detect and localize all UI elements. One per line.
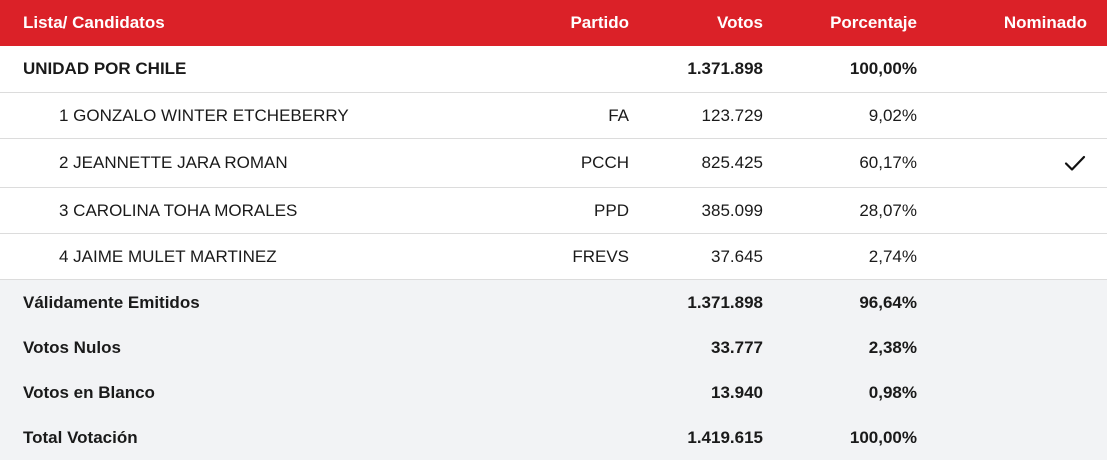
summary-row-blanco: Votos en Blanco 13.940 0,98% — [0, 370, 1107, 415]
list-group-row: UNIDAD POR CHILE 1.371.898 100,00% — [0, 46, 1107, 93]
candidate-percent: 28,07% — [859, 200, 917, 220]
summary-percent: 96,64% — [859, 292, 917, 312]
candidate-row: 1 GONZALO WINTER ETCHEBERRY FA 123.729 9… — [0, 93, 1107, 139]
candidate-row: 3 CAROLINA TOHA MORALES PPD 385.099 28,0… — [0, 188, 1107, 234]
summary-label: Votos Nulos — [23, 337, 121, 357]
summary-percent: 2,38% — [868, 337, 917, 357]
summary-votes: 13.940 — [711, 382, 763, 402]
candidate-votes: 825.425 — [701, 153, 763, 172]
candidate-party: FREVS — [572, 246, 629, 266]
candidate-party: FA — [608, 105, 629, 125]
summary-label: Válidamente Emitidos — [23, 292, 200, 312]
header-votos: Votos — [717, 13, 763, 32]
candidate-party: PPD — [594, 200, 629, 220]
candidate-row: 2 JEANNETTE JARA ROMAN PCCH 825.425 60,1… — [0, 139, 1107, 188]
list-name: UNIDAD POR CHILE — [23, 59, 187, 78]
candidate-party: PCCH — [580, 153, 629, 172]
candidate-name: 2 JEANNETTE JARA ROMAN — [59, 153, 288, 172]
header-lista-candidatos: Lista/ Candidatos — [23, 13, 165, 32]
candidate-percent: 2,74% — [868, 246, 917, 266]
list-percent: 100,00% — [849, 59, 917, 78]
summary-votes: 1.371.898 — [687, 292, 763, 312]
summary-row-validos: Válidamente Emitidos 1.371.898 96,64% — [0, 280, 1107, 325]
candidate-percent: 9,02% — [868, 105, 917, 125]
table-header: Lista/ Candidatos Partido Votos Porcenta… — [0, 0, 1107, 46]
candidate-row: 4 JAIME MULET MARTINEZ FREVS 37.645 2,74… — [0, 234, 1107, 280]
list-votes: 1.371.898 — [687, 59, 763, 78]
summary-votes: 1.419.615 — [687, 427, 763, 447]
candidate-votes: 123.729 — [701, 105, 763, 125]
checkmark-icon — [1063, 139, 1087, 187]
summary-section: Válidamente Emitidos 1.371.898 96,64% Vo… — [0, 280, 1107, 460]
header-porcentaje: Porcentaje — [830, 13, 917, 32]
summary-percent: 100,00% — [849, 427, 917, 447]
header-nominado: Nominado — [1003, 13, 1087, 32]
candidate-votes: 385.099 — [701, 200, 763, 220]
candidate-name: 1 GONZALO WINTER ETCHEBERRY — [59, 105, 349, 125]
header-partido: Partido — [570, 13, 629, 32]
summary-row-nulos: Votos Nulos 33.777 2,38% — [0, 325, 1107, 370]
summary-label: Votos en Blanco — [23, 382, 155, 402]
summary-label: Total Votación — [23, 427, 138, 447]
candidate-name: 3 CAROLINA TOHA MORALES — [59, 200, 298, 220]
summary-votes: 33.777 — [711, 337, 763, 357]
candidate-percent: 60,17% — [859, 153, 917, 172]
candidate-votes: 37.645 — [711, 246, 763, 266]
candidate-name: 4 JAIME MULET MARTINEZ — [59, 246, 277, 266]
summary-row-total: Total Votación 1.419.615 100,00% — [0, 415, 1107, 460]
summary-percent: 0,98% — [868, 382, 917, 402]
